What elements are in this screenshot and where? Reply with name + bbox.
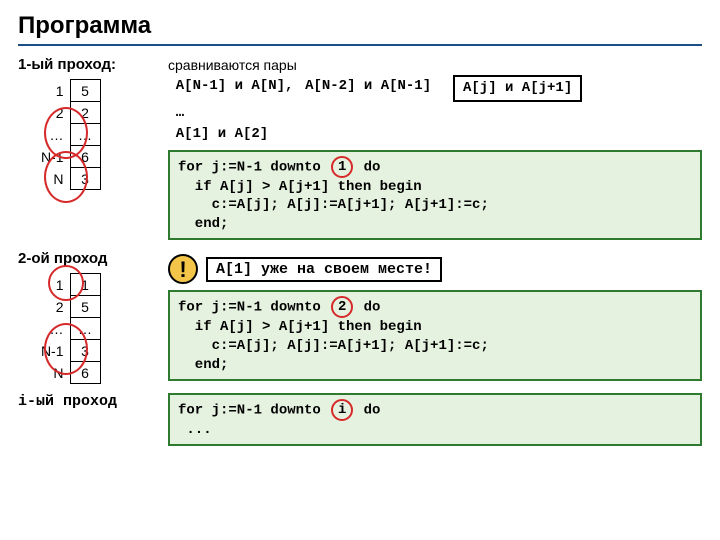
pass-1-label: 1-ый проход: bbox=[18, 56, 168, 73]
pass-2-label: 2-ой проход bbox=[18, 250, 168, 267]
val-cell: 1 bbox=[70, 274, 100, 296]
idx-cell: N-1 bbox=[36, 146, 70, 168]
pass-2-table: 11 25 …… N-13 N6 bbox=[36, 273, 101, 384]
idx-cell: 2 bbox=[36, 296, 70, 318]
idx-cell: 2 bbox=[36, 102, 70, 124]
pass-2-block: 2-ой проход 11 25 …… N-13 N6 ! A[1] уже … bbox=[18, 250, 702, 389]
idx-cell: 1 bbox=[36, 80, 70, 102]
loop-bound-ring-icon: 1 bbox=[331, 156, 353, 178]
loop-bound-ring-icon: i bbox=[331, 399, 353, 421]
idx-cell: N bbox=[36, 168, 70, 190]
pass-1-table: 15 22 …… N-16 N3 bbox=[36, 79, 101, 190]
val-cell: 5 bbox=[70, 296, 100, 318]
val-cell: … bbox=[70, 124, 100, 146]
idx-cell: N bbox=[36, 362, 70, 384]
idx-cell: N-1 bbox=[36, 340, 70, 362]
warning-icon: ! bbox=[168, 254, 198, 284]
val-cell: 5 bbox=[70, 80, 100, 102]
page-title: Программа bbox=[18, 12, 702, 46]
pair-formula-box: A[j] и A[j+1] bbox=[453, 75, 582, 102]
pass-2-table-wrap: 11 25 …… N-13 N6 bbox=[18, 271, 101, 384]
pass-i-label: i-ый проход bbox=[18, 393, 168, 410]
val-cell: 2 bbox=[70, 102, 100, 124]
warning-text: A[1] уже на своем месте! bbox=[206, 257, 442, 282]
idx-cell: … bbox=[36, 318, 70, 340]
loop-bound-ring-icon: 2 bbox=[331, 296, 353, 318]
code-block-1: for j:=N-1 downto 1 do if A[j] > A[j+1] … bbox=[168, 150, 702, 241]
val-cell: 3 bbox=[70, 168, 100, 190]
val-cell: … bbox=[70, 318, 100, 340]
val-cell: 3 bbox=[70, 340, 100, 362]
warning-row: ! A[1] уже на своем месте! bbox=[168, 254, 702, 284]
val-cell: 6 bbox=[70, 146, 100, 168]
compare-pairs-text: сравниваются пары A[N-1] и A[N], A[N-2] … bbox=[168, 56, 702, 144]
idx-cell: … bbox=[36, 124, 70, 146]
pass-i-block: i-ый проход for j:=N-1 downto i do ... bbox=[18, 393, 702, 452]
code-block-2: for j:=N-1 downto 2 do if A[j] > A[j+1] … bbox=[168, 290, 702, 381]
pass-1-block: 1-ый проход: 15 22 …… N-16 N3 сравнивают… bbox=[18, 56, 702, 246]
code-block-i: for j:=N-1 downto i do ... bbox=[168, 393, 702, 446]
pass-1-table-wrap: 15 22 …… N-16 N3 bbox=[18, 77, 101, 190]
idx-cell: 1 bbox=[36, 274, 70, 296]
val-cell: 6 bbox=[70, 362, 100, 384]
